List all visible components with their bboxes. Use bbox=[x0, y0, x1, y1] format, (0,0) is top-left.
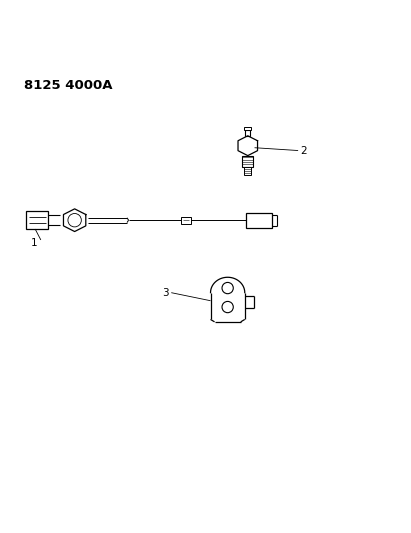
Bar bbox=[244, 167, 252, 175]
Circle shape bbox=[222, 301, 233, 313]
Bar bbox=[244, 127, 252, 130]
Bar bbox=[246, 213, 272, 228]
Bar bbox=[242, 156, 254, 167]
Bar bbox=[26, 212, 48, 229]
Bar bbox=[181, 216, 191, 224]
Text: 1: 1 bbox=[31, 238, 38, 248]
Text: 3: 3 bbox=[163, 288, 169, 297]
Bar bbox=[245, 130, 250, 136]
Circle shape bbox=[222, 282, 233, 294]
Circle shape bbox=[68, 214, 81, 227]
Text: 8125 4000A: 8125 4000A bbox=[24, 79, 113, 92]
Text: 2: 2 bbox=[300, 146, 307, 156]
